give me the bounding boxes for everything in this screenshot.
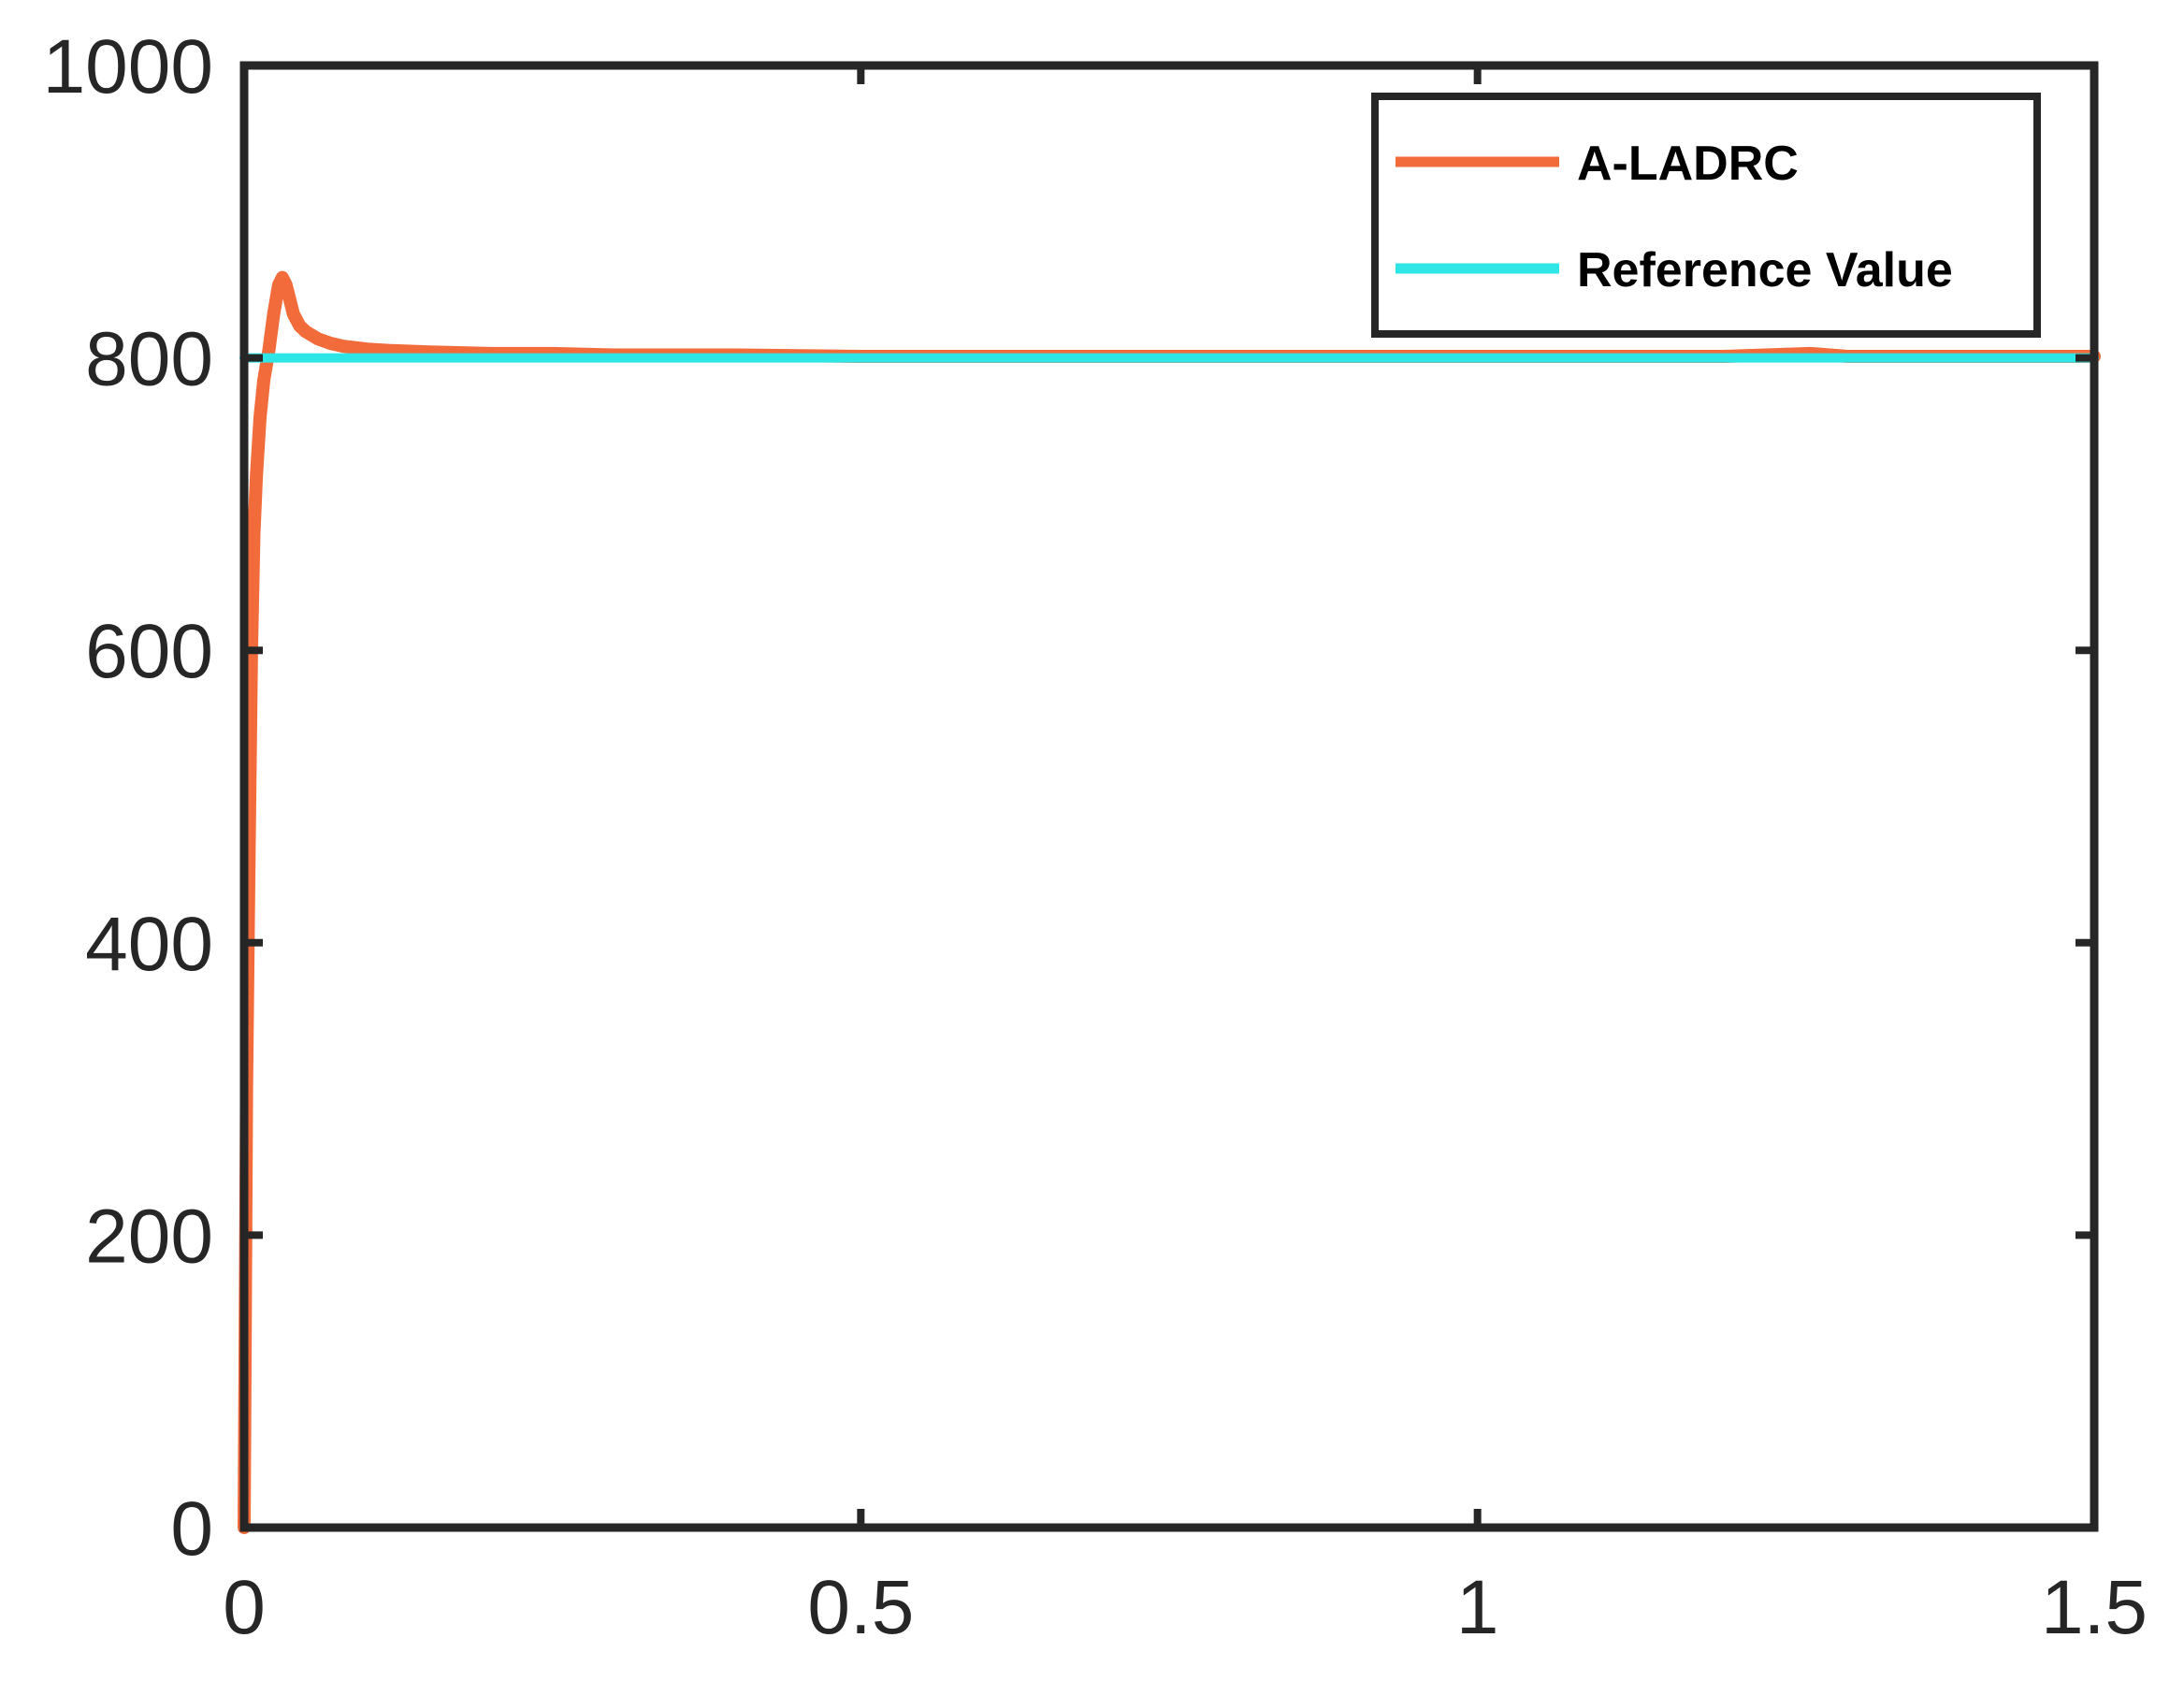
x-tick-label: 1 bbox=[1456, 1565, 1499, 1650]
plot-frame bbox=[239, 61, 2099, 1532]
y-tick-label: 200 bbox=[85, 1194, 213, 1279]
x-tick-label: 0.5 bbox=[807, 1565, 914, 1650]
series-layer bbox=[238, 270, 2101, 1534]
y-tick-label: 0 bbox=[170, 1486, 213, 1572]
legend-label-reference-value: Reference Value bbox=[1577, 243, 1953, 297]
y-tick-label: 800 bbox=[85, 317, 213, 402]
y-tick-label: 600 bbox=[85, 609, 213, 694]
legend: A-LADRC Reference Value bbox=[1371, 93, 2041, 338]
legend-label-a-ladrc: A-LADRC bbox=[1577, 137, 1799, 191]
y-tick-label: 400 bbox=[85, 902, 213, 987]
y-tick-label: 1000 bbox=[43, 24, 213, 109]
x-tick-label: 1.5 bbox=[2041, 1565, 2148, 1650]
legend-box bbox=[1371, 93, 2041, 338]
x-tick-label: 0 bbox=[223, 1565, 266, 1650]
tick-layer: 0 0.5 1 1.5 0 200 400 600 800 1000 bbox=[43, 24, 2148, 1650]
